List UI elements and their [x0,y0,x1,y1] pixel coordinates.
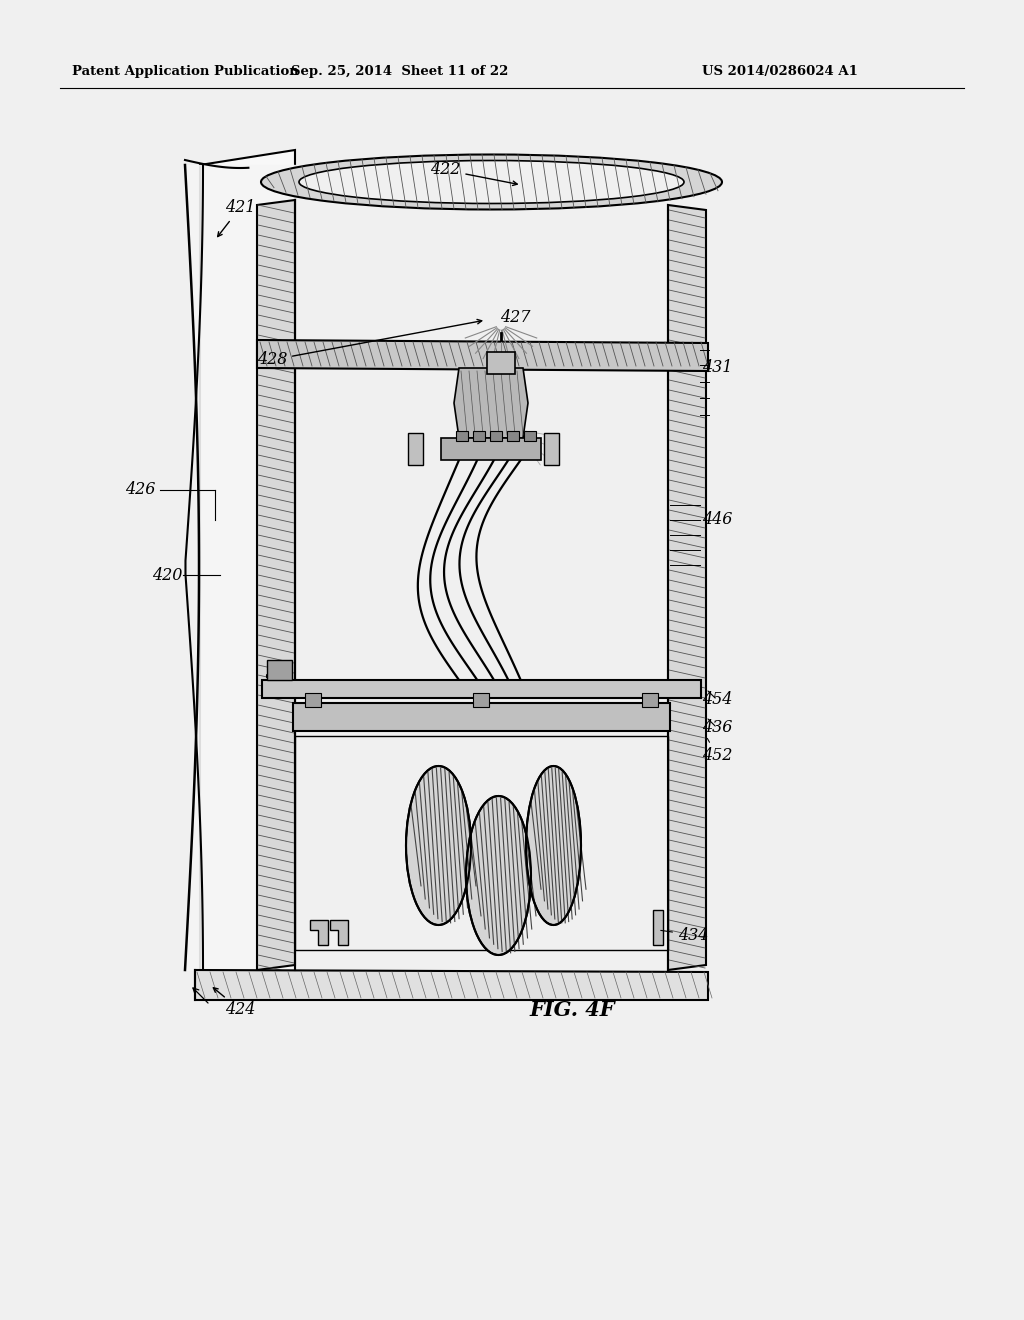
Ellipse shape [261,154,722,210]
Text: 446: 446 [702,511,732,528]
Ellipse shape [526,766,581,925]
FancyBboxPatch shape [490,432,502,441]
Text: 426: 426 [125,482,155,499]
Polygon shape [441,438,541,459]
Polygon shape [408,433,423,465]
Text: 427: 427 [500,309,530,326]
Polygon shape [257,201,295,970]
Polygon shape [310,920,328,945]
Ellipse shape [299,161,684,203]
Polygon shape [668,205,706,970]
Polygon shape [195,970,708,1001]
Polygon shape [653,909,663,945]
Text: 421: 421 [218,199,255,236]
Text: 420: 420 [152,566,182,583]
Text: 452: 452 [702,738,732,764]
Text: 431: 431 [702,359,732,376]
Polygon shape [330,920,348,945]
Text: Patent Application Publication: Patent Application Publication [72,66,299,78]
Text: FIG. 4F: FIG. 4F [529,1001,614,1020]
Polygon shape [267,660,292,680]
Polygon shape [454,368,528,438]
Polygon shape [257,341,708,371]
FancyBboxPatch shape [456,432,468,441]
Text: 424: 424 [213,987,255,1019]
Text: 434: 434 [660,927,709,944]
Text: 428: 428 [257,319,481,368]
Polygon shape [200,150,295,970]
Ellipse shape [406,766,471,925]
FancyBboxPatch shape [473,432,485,441]
FancyBboxPatch shape [642,693,658,708]
Text: 454: 454 [702,690,732,709]
Polygon shape [262,680,701,698]
FancyBboxPatch shape [473,693,489,708]
Text: 422: 422 [430,161,517,186]
Ellipse shape [466,796,531,954]
Polygon shape [544,433,559,465]
Text: 436: 436 [702,719,732,737]
Text: Sep. 25, 2014  Sheet 11 of 22: Sep. 25, 2014 Sheet 11 of 22 [291,66,509,78]
FancyBboxPatch shape [305,693,321,708]
Polygon shape [293,704,670,731]
Polygon shape [295,737,668,950]
FancyBboxPatch shape [487,352,515,374]
FancyBboxPatch shape [507,432,519,441]
Text: US 2014/0286024 A1: US 2014/0286024 A1 [702,66,858,78]
FancyBboxPatch shape [524,432,536,441]
